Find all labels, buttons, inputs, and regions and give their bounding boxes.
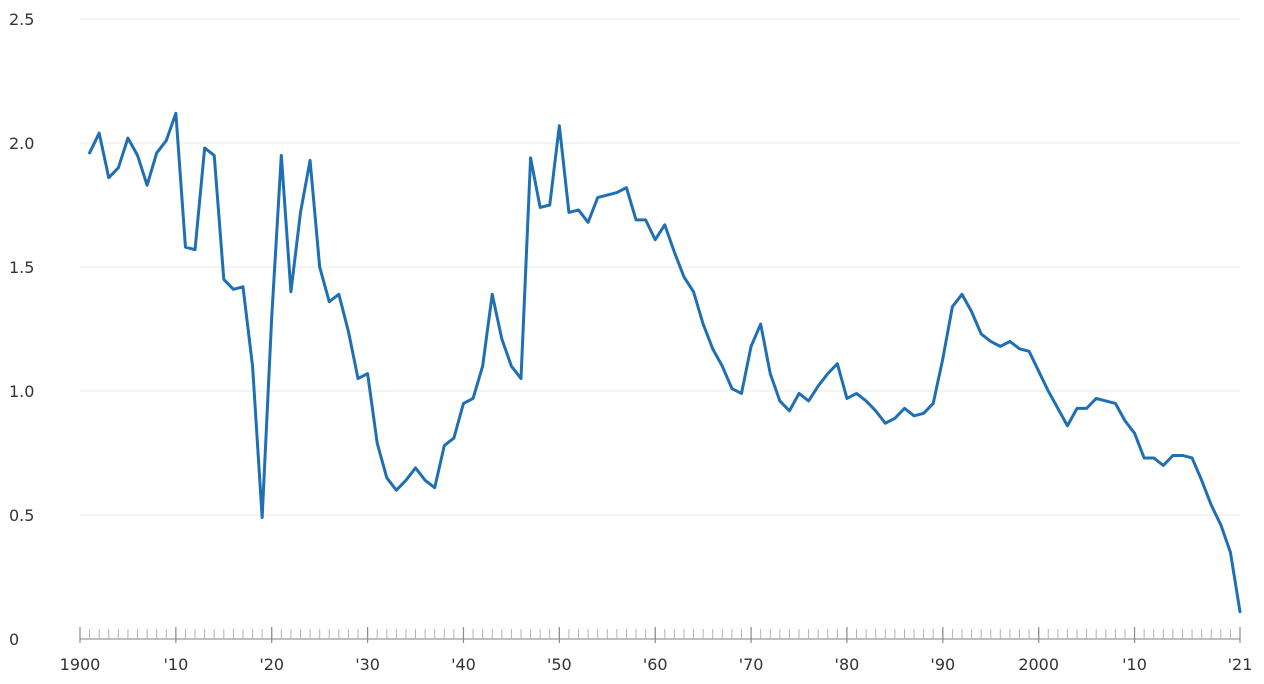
x-tick-label: '20 — [259, 655, 284, 674]
x-tick-label: '80 — [835, 655, 860, 674]
x-tick-label: '50 — [547, 655, 572, 674]
x-tick-label: 1900 — [60, 655, 101, 674]
x-axis — [79, 627, 1241, 643]
x-tick-label: '70 — [739, 655, 764, 674]
y-tick-label: 2.0 — [9, 134, 34, 153]
x-tick-label: '60 — [643, 655, 668, 674]
x-tick-label: '21 — [1228, 655, 1253, 674]
y-tick-label: 2.5 — [9, 10, 34, 29]
x-tick-label: '30 — [355, 655, 380, 674]
x-tick-labels: 1900 '10 '20 '30 '40 '50 '60 '70 '80 '90 2000 '10 '2… — [60, 655, 1253, 674]
y-tick-label: 1.0 — [9, 382, 34, 401]
y-tick-label: 1.5 — [9, 258, 34, 277]
x-tick-label: '90 — [930, 655, 955, 674]
x-tick-label: '40 — [451, 655, 476, 674]
y-tick-labels: 0 0.5 1.0 1.5 2.0 2.5 — [9, 10, 34, 649]
x-tick-label: '10 — [163, 655, 188, 674]
y-tick-label: 0 — [9, 630, 19, 649]
x-tick-label: 2000 — [1018, 655, 1059, 674]
x-tick-label: '10 — [1122, 655, 1147, 674]
series-line — [88, 111, 1242, 614]
series-layer — [88, 111, 1242, 614]
gridlines — [80, 18, 1240, 516]
y-tick-label: 0.5 — [9, 506, 34, 525]
